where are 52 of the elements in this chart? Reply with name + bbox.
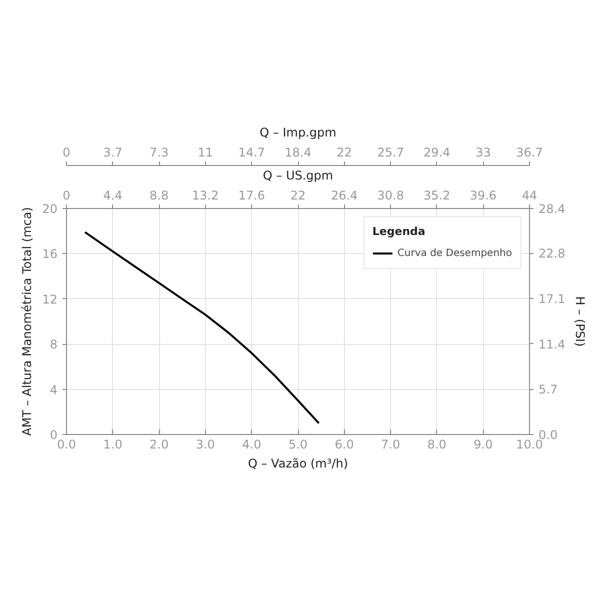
x-tick-label: 10.0 [516, 438, 543, 452]
text: 36.7 [516, 146, 543, 160]
text: 3.7 [103, 146, 122, 160]
x-tick-label: 1.0 [103, 438, 122, 452]
x2-tick-label: 35.2 [424, 188, 450, 202]
y-tick-label: 16 [42, 247, 58, 262]
y2-tick-label: 17.1 [538, 292, 566, 306]
y2-tick-label: 5.7 [538, 382, 558, 397]
x2-tick-label: 30.8 [377, 188, 404, 202]
x-tick-label: 4.0 [242, 438, 262, 452]
x-tick-label: 5.0 [288, 438, 308, 452]
text: 33 [476, 146, 491, 160]
y-tick-label: 8 [50, 338, 58, 352]
x2-tick-label: 44 [522, 188, 538, 202]
text: 18.4 [284, 146, 312, 160]
x-axis-title: Q – Vazão (m³/h) [248, 456, 348, 470]
text: 11 [198, 146, 214, 160]
y-tick-label: 12 [42, 292, 58, 306]
x-tick-label: 3.0 [196, 438, 215, 452]
text: 7.3 [150, 146, 169, 160]
x-tick-label: 8.0 [427, 438, 446, 452]
x2-tick-label: 22 [290, 188, 306, 202]
x2-tick-label: 13.2 [192, 188, 219, 202]
line-series [84, 231, 320, 424]
text: 25.7 [377, 146, 404, 160]
y-tick-label: 4 [50, 382, 58, 397]
text: Q – Imp.gpm [260, 126, 336, 140]
y2-tick-label: 22.8 [538, 246, 566, 261]
text: 22 [336, 146, 352, 160]
x2-tick-label: 39.6 [470, 188, 497, 202]
x2-tick-label: 26.4 [330, 188, 358, 202]
text: 29.4 [424, 146, 450, 160]
text: 14.7 [238, 146, 266, 160]
x2-tick-label: 17.6 [238, 188, 266, 202]
x-tick-label: 6.0 [334, 438, 354, 452]
y-axis-title: AMT – Altura Manométrica Total (mca) [20, 207, 34, 436]
y-tick-label: 20 [42, 202, 58, 216]
legend-title: Legenda [372, 225, 426, 238]
y2-tick-label: 11.4 [538, 337, 566, 352]
x-tick-label: 0.0 [56, 438, 76, 452]
x-tick-label: 7.0 [381, 438, 400, 452]
y-tick-label: 0 [50, 428, 58, 442]
text: 0 [62, 146, 70, 160]
x2-axis-title: Q – US.gpm [262, 168, 334, 182]
x2-tick-label: 8.8 [150, 188, 169, 202]
x2-tick-label: 4.4 [103, 188, 122, 202]
y2-tick-label: 28.4 [538, 202, 566, 216]
x-tick-label: 9.0 [474, 438, 493, 452]
y2-axis-title: H – (PSI) [573, 296, 588, 347]
legend-label: Curva de Desempenho [397, 246, 512, 260]
x-tick-label: 2.0 [150, 438, 169, 452]
x2-tick-label: 0 [62, 188, 70, 202]
